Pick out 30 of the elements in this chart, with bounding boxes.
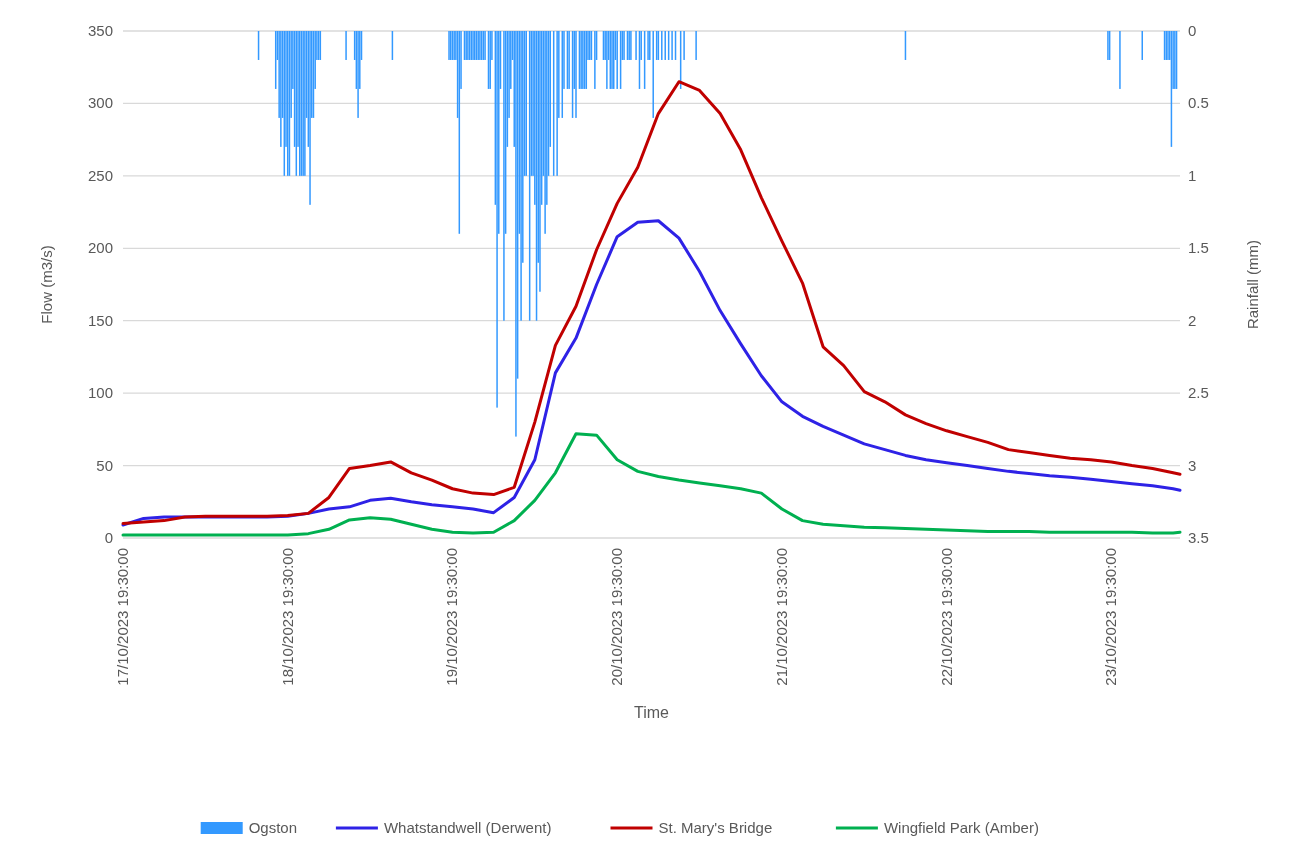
y-tick-label: 100 [87, 384, 113, 402]
legend-label: Ogston [248, 819, 298, 836]
y-tick-label: 350 [87, 22, 113, 39]
y-tick-label: 300 [87, 94, 113, 112]
y2-tick-label: 2.5 [1188, 384, 1209, 402]
y2-tick-label: 3 [1188, 456, 1197, 474]
y2-tick-label: 3.5 [1188, 529, 1209, 546]
y-tick-label: 250 [87, 166, 113, 184]
x-tick-label: 18/10/2023 19:30:00 [278, 548, 296, 686]
y-axis-title: Flow (m3/s) [38, 245, 55, 324]
x-tick-label: 23/10/2023 19:30:00 [1102, 548, 1120, 686]
y2-axis-title: Rainfall (mm) [1244, 239, 1261, 330]
legend-label: Whatstandwell (Derwent) [383, 819, 552, 836]
legend-label: St. Mary's Bridge [658, 819, 773, 836]
y2-tick-label: 2 [1188, 311, 1197, 329]
y2-tick-label: 0.5 [1188, 94, 1209, 112]
x-tick-label: 19/10/2023 19:30:00 [443, 548, 461, 686]
y-tick-label: 50 [96, 456, 113, 474]
y-tick-label: 200 [87, 239, 113, 257]
x-tick-label: 21/10/2023 19:30:00 [772, 548, 790, 686]
x-tick-label: 22/10/2023 19:30:00 [937, 548, 955, 686]
y-tick-label: 0 [104, 529, 113, 546]
legend-label: Wingfield Park (Amber) [883, 819, 1039, 836]
x-tick-label: 17/10/2023 19:30:00 [114, 548, 131, 686]
y-tick-label: 150 [87, 311, 113, 329]
x-tick-label: 20/10/2023 19:30:00 [608, 548, 626, 686]
x-axis-title: Time [634, 704, 670, 721]
y2-tick-label: 1.5 [1188, 239, 1209, 257]
y2-tick-label: 0 [1188, 22, 1197, 39]
y2-tick-label: 1 [1188, 166, 1197, 184]
